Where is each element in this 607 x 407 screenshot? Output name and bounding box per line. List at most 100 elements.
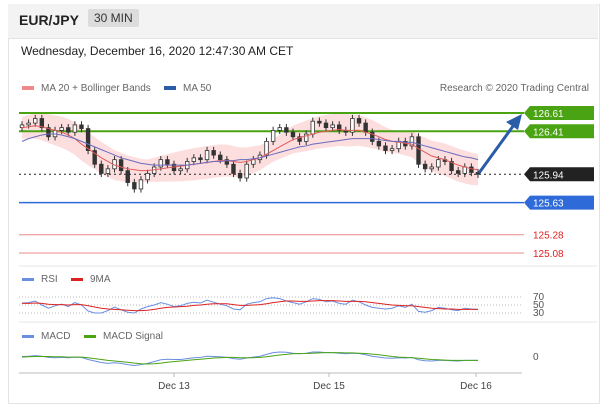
candle-body — [211, 150, 216, 156]
candle-body — [330, 124, 335, 129]
credit-label: Research © 2020 Trading Central — [440, 83, 589, 94]
macd-signal-legend-label: MACD Signal — [103, 331, 163, 342]
level-tag-126.41 — [524, 124, 594, 139]
level-label-125.94: 125.94 — [533, 170, 564, 181]
candle-body — [224, 159, 230, 165]
candle-body — [237, 172, 243, 179]
chart-frame — [8, 4, 600, 404]
level-label-125.63: 125.63 — [533, 199, 564, 210]
candle-body — [389, 148, 395, 151]
candle-body — [449, 161, 454, 172]
candle-body — [244, 163, 249, 179]
timeframe-badge[interactable]: 30 MIN — [88, 9, 139, 27]
rsi-tick-30: 30 — [533, 308, 545, 319]
candle-body — [303, 133, 309, 142]
candle-body — [218, 154, 223, 161]
candle-body — [284, 127, 289, 133]
chart-timestamp: Wednesday, December 16, 2020 12:47:30 AM… — [21, 44, 294, 58]
macd-tick-0: 0 — [533, 352, 539, 363]
rsi-ma-legend-label: 9MA — [90, 274, 111, 285]
ma20-legend-label: MA 20 + Bollinger Bands — [41, 83, 151, 94]
candle-body — [39, 118, 45, 129]
candle-body — [455, 170, 461, 174]
rsi-tick-50: 50 — [533, 300, 545, 311]
level-label-125.28: 125.28 — [533, 231, 564, 242]
x-tick-label: Dec 13 — [158, 381, 190, 392]
level-tag-125.94 — [524, 167, 594, 182]
currency-pair-title: EUR/JPY — [19, 12, 79, 28]
candle-body — [26, 122, 31, 126]
candle-body — [422, 163, 428, 170]
candle-body — [376, 140, 382, 147]
level-tag-125.63 — [524, 195, 594, 210]
candle-body — [416, 136, 421, 165]
candle-body — [363, 122, 368, 133]
candle-body — [92, 150, 97, 165]
candle-body — [310, 120, 315, 135]
candle-body — [59, 127, 64, 131]
candle-body — [337, 124, 342, 131]
candle-body — [33, 118, 38, 124]
candle-body — [436, 159, 441, 168]
rsi-line — [21, 297, 479, 314]
macd-line — [21, 351, 478, 367]
candle-body — [66, 127, 71, 133]
candle-body — [469, 166, 474, 173]
candle-body — [290, 131, 296, 138]
candle-body — [72, 124, 78, 133]
candle-body — [158, 159, 163, 168]
candle-body — [383, 145, 388, 151]
level-label-126.41: 126.41 — [533, 127, 564, 138]
forecast-arrow-head — [506, 114, 522, 130]
rsi-legend-label: RSI — [41, 274, 58, 285]
ma20-legend-swatch — [22, 86, 34, 90]
macd-legend-swatch — [22, 335, 34, 338]
rsi-legend-swatch — [22, 278, 34, 281]
forecast-arrow — [477, 121, 518, 174]
candle-body — [356, 118, 362, 124]
rsi-ma-legend-swatch — [71, 278, 83, 281]
candle-body — [46, 127, 51, 138]
ma50-legend-swatch — [164, 86, 176, 90]
candle-body — [297, 136, 302, 142]
candle-body — [85, 128, 91, 151]
candle-body — [138, 179, 144, 190]
candle-body — [191, 157, 197, 162]
candle-body — [204, 150, 210, 161]
candle-body — [429, 166, 434, 170]
candle-body — [350, 118, 355, 133]
ma50-legend-label: MA 50 — [183, 83, 212, 94]
rsi-ma-line — [22, 300, 478, 312]
candle-body — [270, 129, 276, 142]
x-tick-label: Dec 15 — [313, 381, 345, 392]
candle-body — [198, 157, 203, 161]
level-label-125.08: 125.08 — [533, 249, 564, 260]
x-tick-label: Dec 16 — [460, 381, 492, 392]
level-tag-126.61 — [524, 106, 594, 120]
macd-legend-label: MACD — [41, 331, 70, 342]
candle-body — [462, 166, 467, 174]
candle-body — [99, 163, 104, 174]
candle-body — [264, 140, 269, 156]
candle-body — [165, 159, 170, 165]
level-label-126.61: 126.61 — [533, 109, 564, 120]
candle-body — [277, 127, 282, 131]
ma20-line — [21, 125, 479, 172]
candle-body — [125, 170, 130, 183]
macd-signal-legend-swatch — [84, 335, 96, 338]
rsi-tick-70: 70 — [533, 292, 545, 303]
candle-body — [231, 163, 236, 174]
candle-body — [118, 159, 124, 172]
candle-body — [323, 122, 329, 129]
candle-body — [370, 131, 375, 142]
ma50-line — [21, 133, 479, 166]
macd-signal-line — [21, 352, 478, 365]
candle-body — [79, 124, 84, 129]
candle-body — [178, 168, 183, 172]
candle-body — [105, 168, 111, 174]
candle-body — [409, 136, 415, 147]
candle-body — [145, 172, 150, 181]
candle-body — [317, 120, 322, 124]
candle-body — [132, 182, 137, 190]
